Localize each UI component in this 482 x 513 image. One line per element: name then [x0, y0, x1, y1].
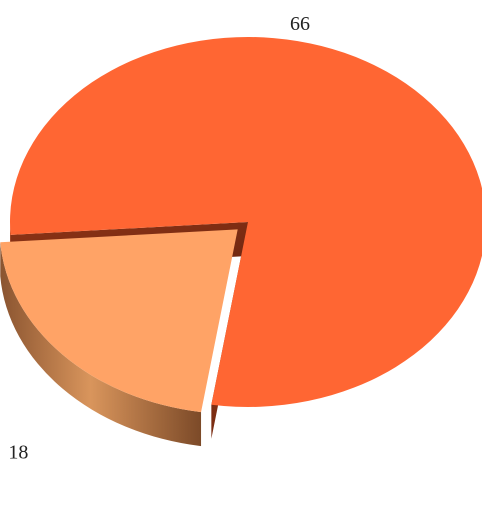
- pie-slice-1: [0, 229, 238, 447]
- pie-slice-side-1: [0, 242, 202, 447]
- pie-slice-top-1: [0, 229, 238, 413]
- pie-slices: [0, 37, 482, 447]
- pie-labels: 66 18: [8, 13, 310, 464]
- pie-slice-top-0: [10, 37, 482, 407]
- data-label-0: 66: [290, 13, 310, 35]
- data-label-1: 18: [8, 442, 28, 464]
